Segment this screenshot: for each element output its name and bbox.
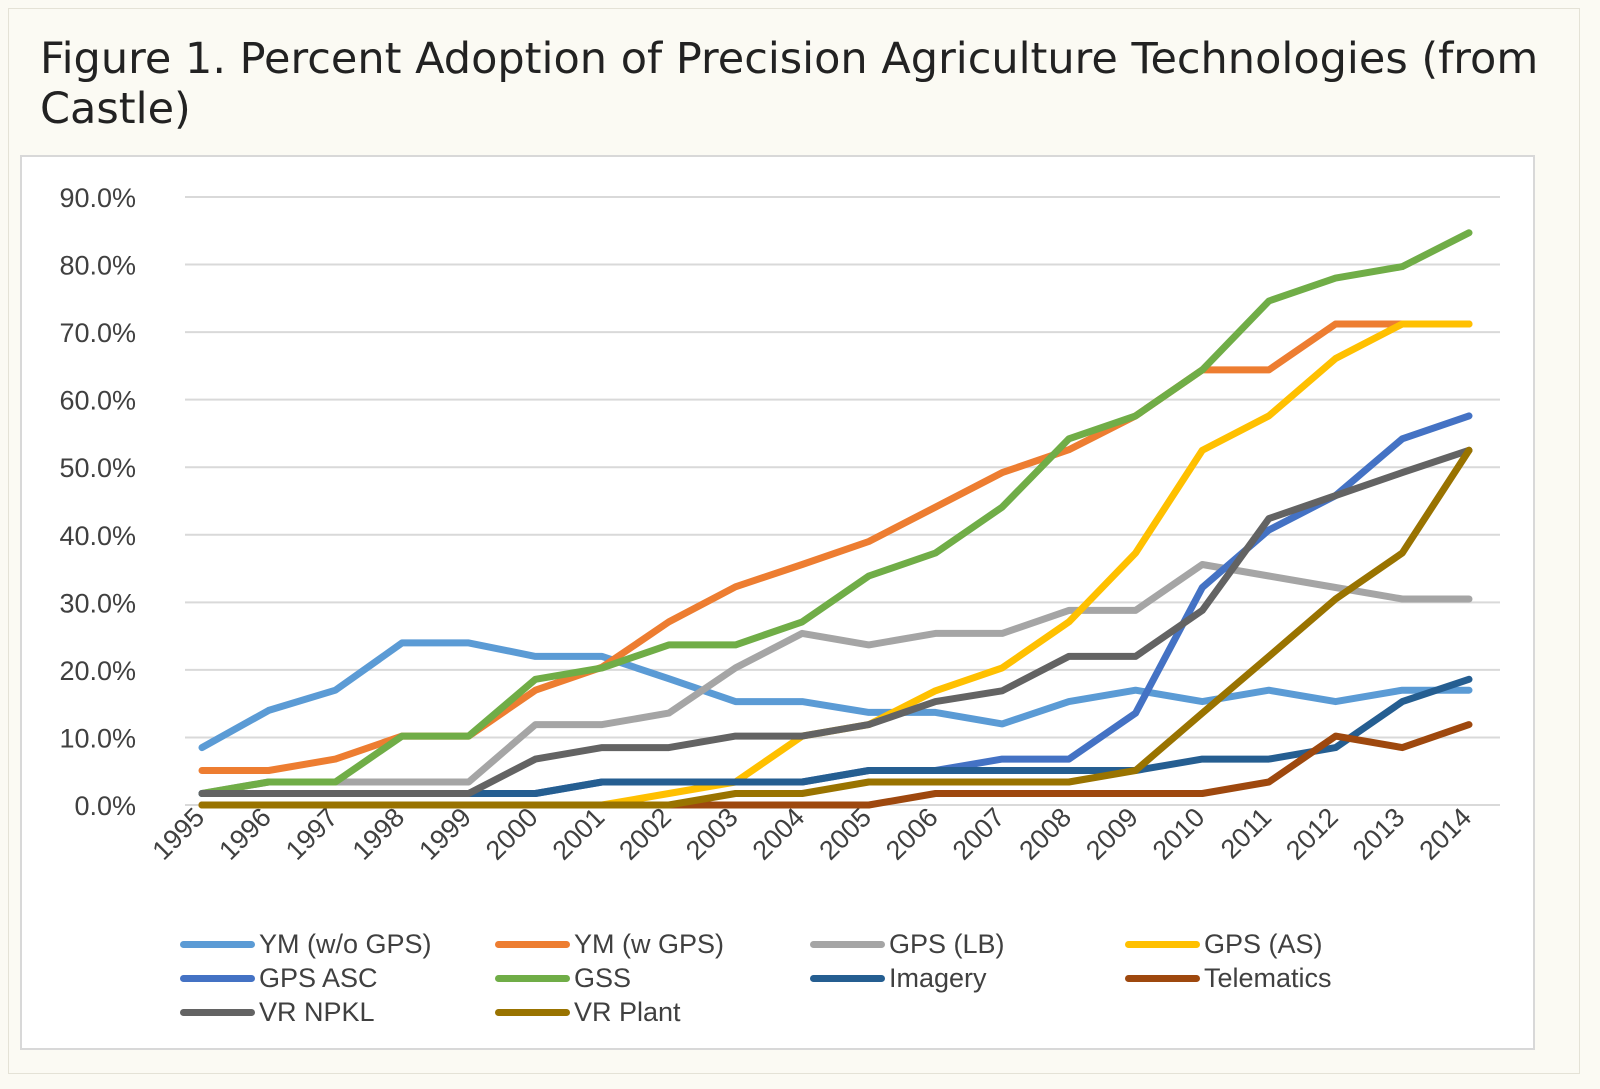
legend-item: Telematics <box>1125 961 1332 995</box>
x-tick-label: 2012 <box>1280 802 1344 866</box>
y-tick-label: 40.0% <box>59 521 136 551</box>
x-tick-label: 2003 <box>680 802 744 866</box>
x-tick-label: 2002 <box>613 802 677 866</box>
y-tick-label: 10.0% <box>59 723 136 753</box>
legend-label: YM (w/o GPS) <box>259 928 432 959</box>
legend-item: GPS (LB) <box>810 927 1005 961</box>
legend-swatch <box>495 940 570 948</box>
legend-item: GPS ASC <box>180 961 378 995</box>
x-tick-label: 1995 <box>147 802 211 866</box>
x-tick-label: 2006 <box>880 802 944 866</box>
legend-item: GSS <box>495 961 631 995</box>
legend-swatch <box>180 1008 255 1016</box>
y-tick-label: 50.0% <box>59 453 136 483</box>
y-tick-label: 70.0% <box>59 318 136 348</box>
legend-swatch <box>180 974 255 982</box>
x-tick-label: 1996 <box>213 802 277 866</box>
x-tick-label: 2005 <box>813 802 877 866</box>
x-tick-label: 1998 <box>347 802 411 866</box>
legend-swatch <box>810 940 885 948</box>
x-tick-label: 2007 <box>947 802 1011 866</box>
legend-swatch <box>1125 974 1200 982</box>
legend-label: GPS (AS) <box>1204 928 1323 959</box>
legend-label: Imagery <box>889 962 987 993</box>
legend-item: VR Plant <box>495 995 681 1029</box>
legend-item: VR NPKL <box>180 995 375 1029</box>
legend-label: VR NPKL <box>259 996 375 1027</box>
legend-swatch <box>495 1008 570 1016</box>
legend-item: YM (w/o GPS) <box>180 927 432 961</box>
legend-swatch <box>495 974 570 982</box>
y-tick-label: 30.0% <box>59 588 136 618</box>
y-tick-label: 0.0% <box>74 791 136 821</box>
x-tick-label: 2013 <box>1347 802 1411 866</box>
series-line-vr-plant <box>198 446 1473 809</box>
legend-swatch <box>180 940 255 948</box>
chart-area: 0.0% 10.0% 20.0% 30.0% 40.0% 50.0% 60.0% 70.0% 8… <box>20 155 1535 1050</box>
y-tick-label: 80.0% <box>59 251 136 281</box>
x-tick-label: 2010 <box>1147 802 1211 866</box>
legend-label: VR Plant <box>574 996 681 1027</box>
legend-label: Telematics <box>1204 962 1332 993</box>
x-tick-label: 1999 <box>413 802 477 866</box>
x-tick-label: 2000 <box>480 802 544 866</box>
series-line-vr-npkl <box>198 446 1473 797</box>
legend-item: YM (w GPS) <box>495 927 724 961</box>
x-tick-label: 2009 <box>1080 802 1144 866</box>
legend-label: GSS <box>574 962 632 993</box>
x-tick-label: 2011 <box>1215 802 1277 864</box>
x-tick-label: 1997 <box>280 802 344 866</box>
x-tick-label: 2001 <box>547 802 611 866</box>
x-tick-label: 2004 <box>747 802 811 866</box>
line-chart: 0.0% 10.0% 20.0% 30.0% 40.0% 50.0% 60.0% 70.0% 8… <box>59 183 1500 866</box>
legend-item: Imagery <box>810 961 987 995</box>
y-tick-label: 90.0% <box>59 183 136 213</box>
x-tick-label: 2008 <box>1013 802 1077 866</box>
figure-title: Figure 1. Percent Adoption of Precision … <box>40 34 1539 134</box>
legend-label: GPS (LB) <box>889 928 1005 959</box>
legend-swatch <box>1125 940 1200 948</box>
series-line-gss <box>198 229 1473 797</box>
legend-item: GPS (AS) <box>1125 927 1323 961</box>
series-line-ym-w-o-gps <box>198 639 1473 752</box>
legend-swatch <box>810 974 885 982</box>
y-tick-label: 60.0% <box>59 386 136 416</box>
y-tick-label: 20.0% <box>59 656 136 686</box>
series-line-gps-lb <box>198 561 1473 797</box>
x-tick-label: 2014 <box>1414 802 1478 866</box>
legend-label: GPS ASC <box>259 962 378 993</box>
legend-label: YM (w GPS) <box>574 928 725 959</box>
chart-legend: YM (w/o GPS) YM (w GPS) GPS (LB) GPS (AS) GP… <box>180 925 1480 1035</box>
